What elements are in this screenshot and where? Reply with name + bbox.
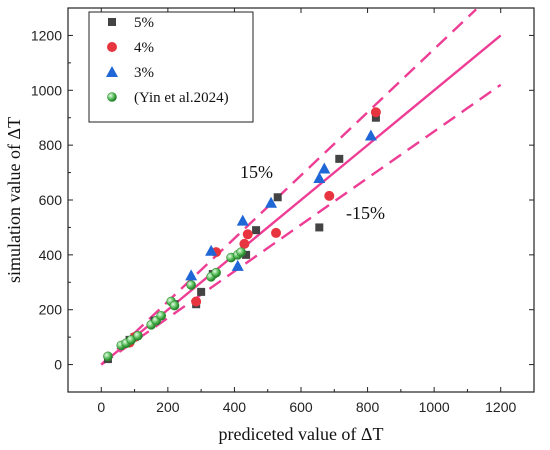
y-tick-label: 1000 xyxy=(31,82,62,98)
legend-marker-0 xyxy=(108,18,116,26)
point-series-0 xyxy=(273,193,282,202)
point-series-3 xyxy=(211,267,221,278)
axis-ticks: 0 200 400 600 800 1000 1200 0 200 400 600 800 1000 12… xyxy=(31,7,535,415)
point-series-2 xyxy=(185,269,198,281)
point-series-0 xyxy=(252,226,261,235)
point-series-3 xyxy=(236,247,246,257)
x-tick-label: 200 xyxy=(156,399,180,415)
point-series-0 xyxy=(197,287,206,296)
x-tick-label: 800 xyxy=(356,399,380,415)
y-tick-label: 200 xyxy=(39,302,63,318)
point-series-2 xyxy=(231,259,244,271)
point-series-1 xyxy=(370,107,381,118)
point-series-2 xyxy=(205,244,218,256)
bound-line xyxy=(100,83,502,366)
line-annotations: 15% -15% xyxy=(240,162,385,223)
y-tick-label: 800 xyxy=(39,137,63,153)
legend-marker-3 xyxy=(107,92,117,102)
legend-label-0: 5% xyxy=(134,15,154,31)
x-tick-label: 400 xyxy=(223,399,247,415)
y-axis-title: simulation value of ΔT xyxy=(4,117,24,283)
point-series-2 xyxy=(265,196,278,208)
legend-label-2: 3% xyxy=(134,65,154,81)
point-series-2 xyxy=(313,172,326,184)
point-series-2 xyxy=(364,129,377,141)
point-series-0 xyxy=(371,113,380,122)
point-series-3 xyxy=(133,330,143,341)
point-series-0 xyxy=(242,250,251,259)
legend-label-3: (Yin et al.2024) xyxy=(134,90,229,106)
annotation-upper: 15% xyxy=(240,162,273,182)
point-series-3 xyxy=(156,310,166,321)
point-series-1 xyxy=(271,227,282,238)
point-series-3 xyxy=(169,300,180,311)
legend-label-1: 4% xyxy=(134,40,154,56)
legend-marker-1 xyxy=(107,42,117,52)
point-series-2 xyxy=(318,162,331,174)
point-series-3 xyxy=(186,280,196,290)
point-series-3 xyxy=(103,351,113,362)
x-tick-label: 600 xyxy=(289,399,313,415)
bound-line xyxy=(100,8,477,366)
x-tick-label: 1200 xyxy=(485,399,516,415)
legend-box xyxy=(88,11,254,123)
point-series-0 xyxy=(335,154,344,163)
point-series-2 xyxy=(236,214,249,226)
point-series-1 xyxy=(324,190,335,201)
y-tick-label: 0 xyxy=(54,357,62,373)
y-tick-label: 400 xyxy=(39,247,63,263)
legend: 5% 4% 3% (Yin et al.2024) xyxy=(88,11,254,123)
x-tick-label: 1000 xyxy=(419,399,450,415)
fit-line xyxy=(100,34,502,366)
x-axis-title: prediceted value of ΔT xyxy=(219,424,384,444)
annotation-lower: -15% xyxy=(346,203,385,223)
y-tick-label: 1200 xyxy=(31,27,62,43)
point-series-1 xyxy=(191,296,202,307)
point-series-1 xyxy=(239,238,250,249)
y-tick-label: 600 xyxy=(39,192,63,208)
point-series-1 xyxy=(242,229,253,240)
reference-lines xyxy=(100,8,502,366)
point-series-0 xyxy=(315,223,324,232)
data-points xyxy=(103,107,381,364)
x-tick-label: 0 xyxy=(97,399,105,415)
legend-marker-2 xyxy=(106,66,118,77)
